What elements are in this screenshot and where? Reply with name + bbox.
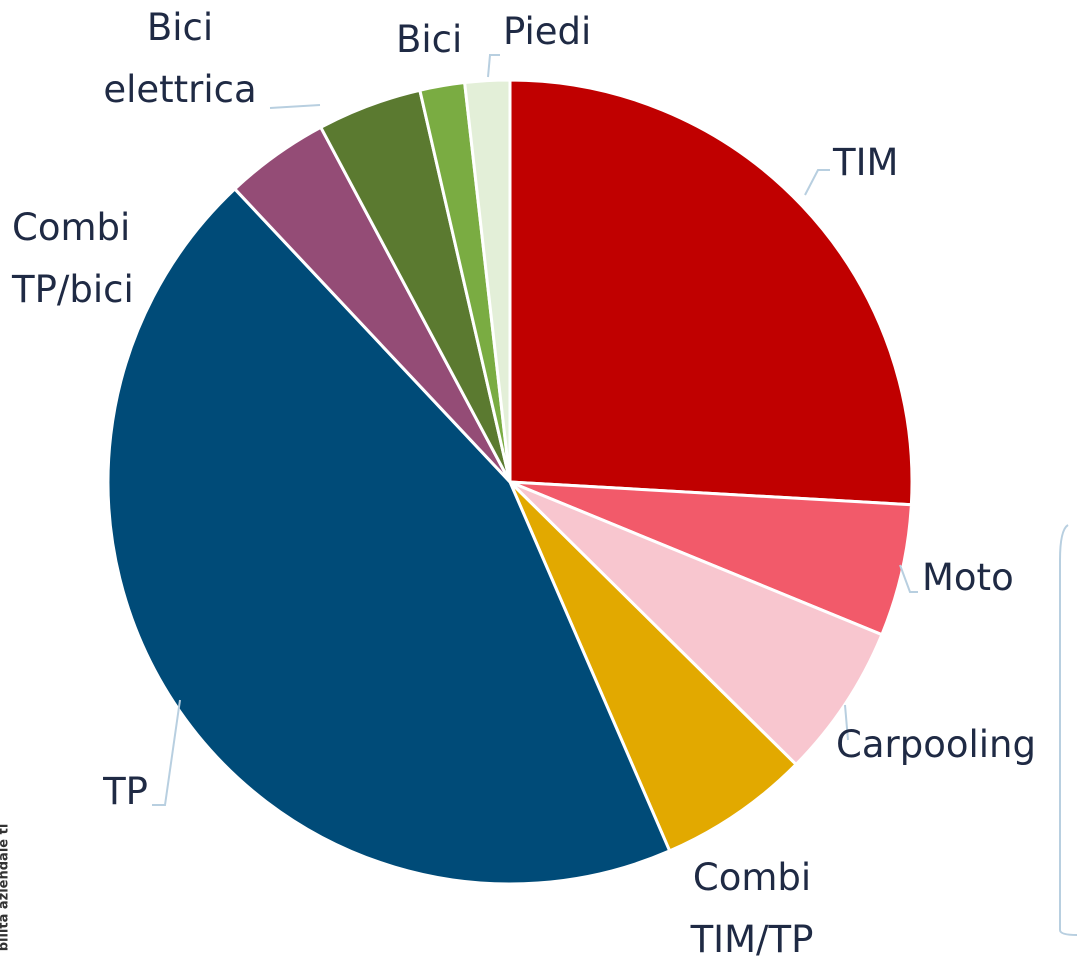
slice-label: Bici elettrica: [103, 6, 257, 111]
leader-line: [487, 54, 500, 78]
leader-line: [899, 564, 918, 593]
slice-label: Bici: [396, 18, 463, 61]
slice-label: Carpooling: [836, 723, 1036, 766]
leader-line: [269, 104, 321, 109]
pie-slice: [508, 480, 884, 767]
leader-line: [844, 704, 849, 741]
pie-slice: [508, 78, 914, 507]
pie-slice: [508, 480, 799, 853]
slice-label: TIM: [833, 141, 899, 184]
slice-label: Piedi: [503, 10, 592, 53]
slice-label: Combi TIM/TP: [690, 856, 814, 961]
leader-line: [804, 169, 830, 196]
pie-slice: [462, 78, 512, 483]
slice-label: TP: [103, 770, 148, 813]
logo-text: bilità aziendale ti: [0, 823, 12, 952]
slice-label: Moto: [922, 556, 1014, 599]
slice-label: Combi TP/bici: [12, 206, 134, 311]
leader-line: [152, 699, 181, 806]
pie-slice: [106, 186, 672, 886]
bracket: [1059, 524, 1077, 936]
